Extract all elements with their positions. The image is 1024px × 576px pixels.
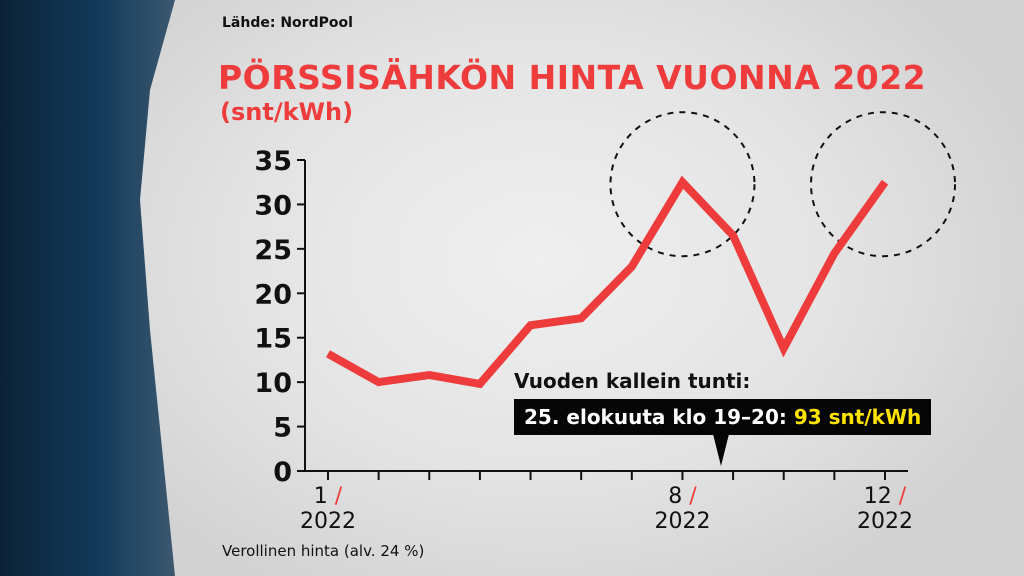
series-line	[326, 175, 889, 389]
y-tick-label: 15	[254, 324, 292, 355]
x-tick-label: 8 /	[668, 484, 697, 509]
annotation-pointer-triangle	[713, 434, 729, 466]
x-tick-label: 12 /	[864, 484, 907, 509]
x-tick-separator: /	[899, 484, 907, 509]
y-tick-label: 20	[254, 279, 292, 310]
chart-title: PÖRSSISÄHKÖN HINTA VUONNA 2022	[218, 58, 927, 97]
axes	[304, 160, 908, 472]
highlight-circle	[609, 111, 756, 258]
footnote: Verollinen hinta (alv. 24 %)	[222, 542, 425, 560]
y-tick-label: 30	[254, 190, 292, 221]
x-tick-label: 1 /	[314, 484, 343, 509]
y-axis-ticks: 0 5 10 15 20 25 30 35	[254, 146, 305, 488]
y-tick-label: 25	[254, 235, 292, 266]
price-series	[326, 175, 889, 389]
x-tick-separator: /	[335, 484, 343, 509]
annotation-text: 25. elokuuta klo 19–20:	[524, 405, 794, 429]
x-tick-month: 12	[864, 484, 899, 509]
annotation-title: Vuoden kallein tunti:	[514, 369, 751, 393]
highlight-circle	[810, 111, 956, 258]
y-tick-label: 35	[254, 146, 292, 177]
background-photo-edge	[0, 0, 175, 576]
x-tick-month: 8	[668, 484, 689, 509]
source-label: Lähde: NordPool	[222, 15, 353, 31]
x-tick-year: 2022	[857, 509, 913, 534]
highlight-circles	[609, 111, 956, 258]
x-tick-year: 2022	[300, 509, 356, 534]
x-tick-month: 1	[314, 484, 335, 509]
annotation-box: 25. elokuuta klo 19–20: 93 snt/kWh	[514, 399, 932, 435]
annotation-pointer	[713, 434, 729, 466]
y-tick-label: 5	[273, 413, 292, 444]
y-tick-label: 0	[273, 457, 292, 488]
annotation-value: 93 snt/kWh	[793, 405, 922, 429]
chart-unit: (snt/kWh)	[220, 98, 354, 126]
x-tick-year: 2022	[654, 509, 710, 534]
x-tick-separator: /	[689, 484, 697, 509]
y-tick-label: 10	[254, 368, 292, 399]
